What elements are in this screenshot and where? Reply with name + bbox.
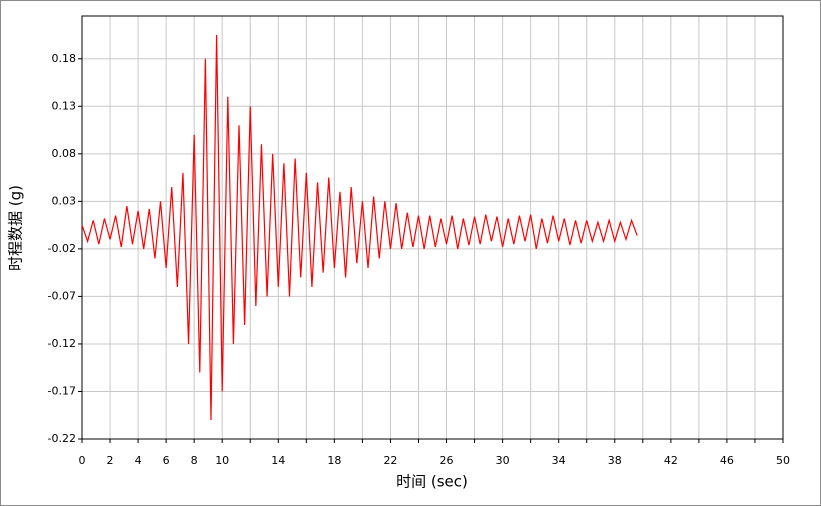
x-tick-label: 6 bbox=[163, 454, 170, 467]
y-tick-label: -0.07 bbox=[48, 289, 76, 302]
x-tick-label: 50 bbox=[776, 454, 790, 467]
x-tick-label: 26 bbox=[440, 454, 454, 467]
x-tick-label: 30 bbox=[496, 454, 510, 467]
plot-border bbox=[81, 15, 784, 440]
y-tick-label: 0.18 bbox=[52, 52, 77, 65]
y-tick-label: -0.12 bbox=[48, 337, 76, 350]
x-axis-label: 时间 (sec) bbox=[396, 473, 468, 491]
x-tick-label: 18 bbox=[327, 454, 341, 467]
plot bbox=[81, 35, 638, 420]
x-tick-label: 46 bbox=[720, 454, 734, 467]
y-tick-label: 0.03 bbox=[52, 194, 77, 207]
y-tick-label: -0.02 bbox=[48, 242, 76, 255]
x-tick-label: 10 bbox=[215, 454, 229, 467]
y-axis-label: 时程数据 (g) bbox=[7, 185, 25, 271]
x-tick-label: 42 bbox=[664, 454, 678, 467]
x-tick-label: 14 bbox=[271, 454, 285, 467]
x-tick-label: 2 bbox=[107, 454, 114, 467]
x-tick-label: 4 bbox=[135, 454, 142, 467]
y-tick-label: -0.22 bbox=[48, 432, 76, 445]
x-tick-label: 34 bbox=[552, 454, 566, 467]
series-line bbox=[81, 35, 638, 420]
x-tick-label: 22 bbox=[383, 454, 397, 467]
x-tick-label: 38 bbox=[608, 454, 622, 467]
x-tick-label: 0 bbox=[79, 454, 86, 467]
y-tick-label: 0.08 bbox=[52, 147, 77, 160]
grid bbox=[78, 15, 784, 443]
y-tick-label: 0.13 bbox=[52, 99, 77, 112]
x-tick-label: 8 bbox=[191, 454, 198, 467]
y-tick-label: -0.17 bbox=[48, 384, 76, 397]
